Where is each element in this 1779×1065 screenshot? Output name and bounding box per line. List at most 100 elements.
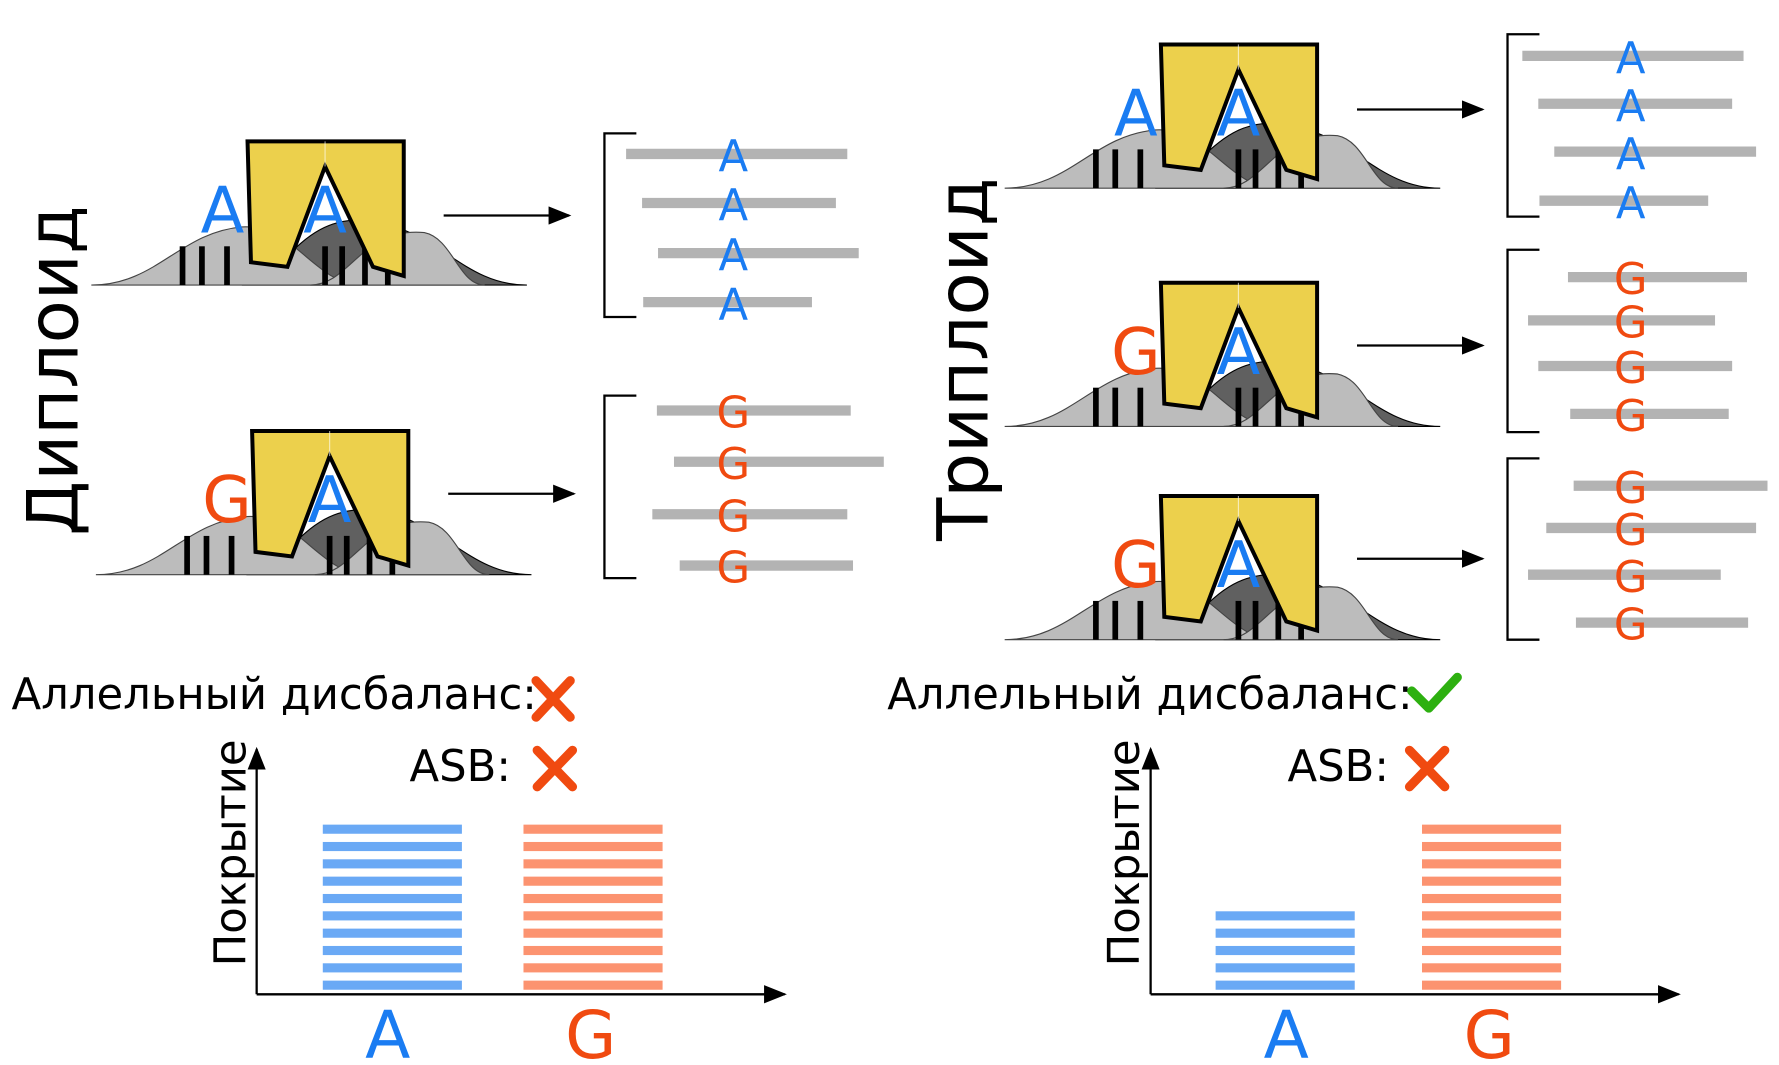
coverage-read-stripe-g — [1422, 893, 1562, 904]
diploid-label: Диплоид — [12, 205, 95, 536]
coverage-read-stripe-g — [523, 876, 663, 886]
x-tick-a: A — [365, 997, 410, 1065]
read-allele-letter: G — [1614, 392, 1648, 442]
reads-bracket — [1506, 457, 1540, 641]
coverage-read-stripe-a — [322, 893, 462, 904]
coverage-read-stripe-g — [1422, 859, 1562, 869]
check-icon — [1407, 672, 1462, 713]
cross-icon — [532, 745, 578, 792]
read-allele-letter: G — [716, 544, 750, 594]
allele-letter: A — [201, 175, 245, 249]
read-allele-letter: A — [1616, 130, 1646, 180]
read-allele-letter: A — [718, 280, 748, 330]
reads-bracket — [1506, 33, 1540, 218]
coverage-read-stripe-g — [523, 893, 663, 904]
coverage-read-stripe-a — [322, 911, 462, 921]
read-allele-letter: G — [1614, 553, 1648, 603]
allele-letter: A — [1114, 78, 1158, 152]
triploid-label: Триплоид — [922, 177, 1005, 541]
bound-allele-letter: A — [1217, 529, 1261, 603]
coverage-read-stripe-g — [1422, 963, 1562, 973]
coverage-read-stripe-a — [1215, 980, 1355, 990]
diploid-asb-label: ASB: — [409, 742, 510, 792]
coverage-read-stripe-a — [322, 859, 462, 869]
read-allele-letter: A — [718, 181, 748, 231]
x-tick-g: G — [1464, 997, 1515, 1065]
y-axis-label: Покрытие — [206, 739, 256, 966]
coverage-read-stripe-a — [322, 841, 462, 852]
coverage-read-stripe-a — [322, 928, 462, 938]
coverage-read-stripe-g — [523, 963, 663, 973]
bound-allele-letter: A — [1217, 316, 1261, 390]
coverage-read-stripe-g — [523, 911, 663, 921]
triploid-coverage-chart: Покрытие A G — [1100, 739, 1681, 1065]
coverage-read-stripe-g — [1422, 980, 1562, 990]
reads-bracket — [603, 394, 637, 580]
coverage-read-stripe-a — [322, 963, 462, 973]
y-axis-label: Покрытие — [1100, 739, 1150, 966]
allele-letter: G — [1111, 529, 1160, 603]
read-allele-letter: G — [1614, 601, 1648, 651]
read-allele-letter: G — [716, 440, 750, 490]
transcription-factor-protein — [250, 429, 411, 569]
cross-icon — [531, 676, 575, 722]
coverage-read-stripe-a — [322, 876, 462, 886]
coverage-read-stripe-a — [1215, 911, 1355, 921]
diploid-imbalance-label: Аллельный дисбаланс: — [12, 670, 537, 720]
transcription-factor-protein — [245, 139, 406, 279]
coverage-read-stripe-g — [523, 945, 663, 956]
bound-allele-letter: A — [1217, 78, 1261, 152]
x-tick-g: G — [565, 997, 616, 1065]
coverage-read-stripe-a — [322, 945, 462, 956]
coverage-read-stripe-g — [523, 859, 663, 869]
triploid-asb-label: ASB: — [1287, 742, 1388, 792]
coverage-read-stripe-g — [1422, 945, 1562, 956]
coverage-read-stripe-a — [1215, 963, 1355, 973]
read-allele-letter: A — [1616, 34, 1646, 84]
read-allele-letter: G — [1614, 506, 1648, 556]
coverage-read-stripe-a — [1215, 928, 1355, 938]
coverage-read-stripe-g — [1422, 911, 1562, 921]
allele-letter: G — [202, 464, 251, 538]
read-allele-letter: G — [1614, 255, 1648, 305]
coverage-read-stripe-a — [1215, 945, 1355, 956]
coverage-read-stripe-g — [1422, 876, 1562, 886]
x-tick-a: A — [1264, 997, 1309, 1065]
read-allele-letter: G — [1614, 464, 1648, 514]
coverage-read-stripe-g — [1422, 841, 1562, 852]
allele-letter: G — [1111, 316, 1160, 390]
coverage-read-stripe-g — [523, 841, 663, 852]
transcription-factor-protein — [1158, 494, 1320, 634]
read-allele-letter: G — [1614, 299, 1648, 349]
transcription-factor-protein — [1158, 42, 1320, 182]
coverage-read-stripe-g — [523, 928, 663, 938]
read-allele-letter: A — [718, 231, 748, 281]
read-allele-letter: G — [716, 492, 750, 542]
read-allele-letter: A — [1616, 179, 1646, 229]
transcription-factor-protein — [1158, 280, 1320, 421]
bound-allele-letter: A — [308, 464, 352, 538]
coverage-read-stripe-a — [322, 824, 462, 834]
read-allele-letter: A — [1616, 82, 1646, 132]
coverage-read-stripe-g — [523, 824, 663, 834]
read-allele-letter: G — [1614, 344, 1648, 394]
reads-bracket — [1506, 248, 1540, 434]
coverage-read-stripe-g — [1422, 824, 1562, 834]
coverage-read-stripe-a — [322, 980, 462, 990]
cross-icon — [1404, 745, 1450, 792]
read-allele-letter: A — [718, 132, 748, 182]
reads-bracket — [603, 132, 637, 319]
bound-allele-letter: A — [303, 175, 347, 249]
diploid-coverage-chart: Покрытие A G — [206, 739, 787, 1065]
triploid-imbalance-label: Аллельный дисбаланс: — [887, 670, 1412, 720]
read-allele-letter: G — [716, 389, 750, 439]
coverage-read-stripe-g — [1422, 928, 1562, 938]
coverage-read-stripe-g — [523, 980, 663, 990]
